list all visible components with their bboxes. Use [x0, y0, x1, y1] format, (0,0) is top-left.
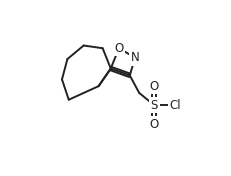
Text: S: S [150, 99, 157, 112]
Text: O: O [114, 42, 123, 55]
Text: Cl: Cl [169, 99, 180, 112]
Text: N: N [130, 51, 139, 64]
Text: O: O [149, 118, 158, 131]
Text: O: O [149, 80, 158, 93]
